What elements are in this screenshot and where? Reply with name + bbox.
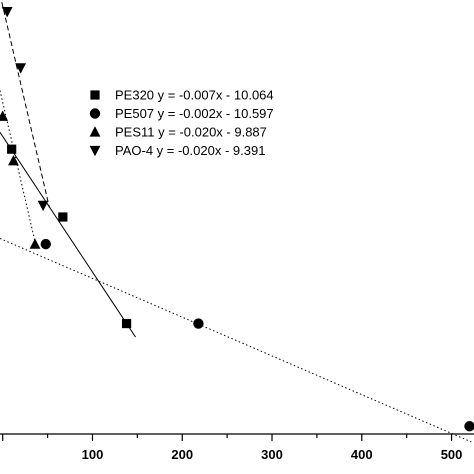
legend-label-1: PE507 y = -0.002x - 10.597 (115, 106, 274, 121)
data-points (0, 7, 474, 432)
fit-line-2 (0, 90, 38, 250)
legend: PE320 y = -0.007x - 10.064 PE507 y = -0.0… (89, 88, 274, 158)
fit-line-1 (0, 238, 472, 443)
data-point-s0-2 (121, 318, 132, 329)
data-point-s2-1 (8, 155, 19, 166)
data-point-s1-1 (193, 318, 204, 329)
x-tick-label: 300 (261, 447, 283, 462)
x-tick-label: 200 (171, 447, 193, 462)
x-tick-label: 100 (82, 447, 104, 462)
fit-line-3 (0, 0, 50, 208)
legend-marker-1 (89, 108, 101, 119)
legend-marker-0 (90, 90, 100, 100)
data-point-s3-1 (15, 63, 27, 74)
x-tick-label: 500 (441, 447, 463, 462)
data-point-s3-0 (1, 7, 13, 18)
fit-line-0 (0, 132, 136, 338)
fit-lines (0, 0, 472, 443)
data-point-s0-0 (7, 144, 17, 154)
x-axis: 100 200 300 400 500 (0, 433, 474, 462)
data-point-s3-2 (37, 200, 49, 212)
legend-marker-2 (89, 126, 101, 137)
x-tick-label: 400 (351, 447, 373, 462)
legend-label-0: PE320 y = -0.007x - 10.064 (115, 88, 274, 103)
legend-marker-3 (89, 145, 101, 157)
legend-label-3: PAO-4 y = -0.020x - 9.391 (115, 143, 265, 158)
data-point-s0-1 (58, 212, 68, 222)
data-point-s2-0 (0, 110, 9, 121)
legend-label-2: PES11 y = -0.020x - 9.887 (115, 125, 267, 140)
data-point-s2-2 (29, 238, 41, 249)
data-point-s1-2 (464, 421, 474, 432)
data-point-s1-0 (40, 238, 51, 250)
